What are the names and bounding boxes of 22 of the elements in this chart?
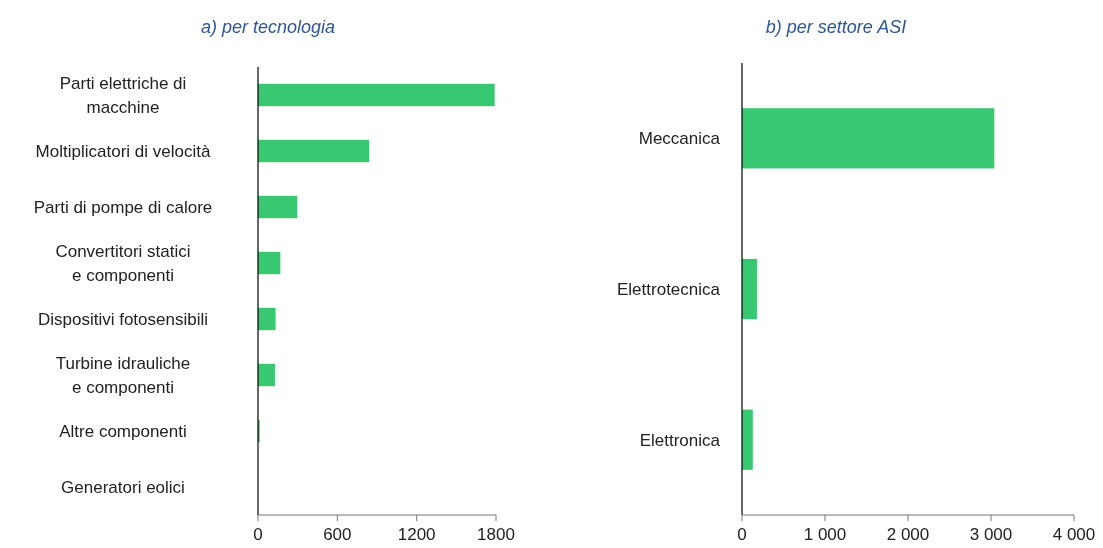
- y-tick-label: Dispositivi fotosensibili: [37, 310, 209, 329]
- x-tick-label: 1 000: [803, 525, 847, 544]
- chart-title: b) per settore ASI: [765, 17, 907, 37]
- x-tick-label: 4 000: [1052, 525, 1096, 544]
- y-tick-label: Elettronica: [639, 430, 721, 450]
- y-tick-label: Elettrotecnica: [617, 280, 721, 299]
- x-tick-label: 0: [253, 525, 263, 544]
- x-tick-label: 3 000: [969, 525, 1013, 544]
- chart-title: a) per tecnologia: [200, 17, 336, 37]
- y-tick-label: Moltiplicatori di velocità: [35, 142, 211, 161]
- y-tick-label: Turbine idrauliche e componenti: [55, 354, 191, 397]
- y-tick-label: Meccanica: [638, 129, 721, 149]
- y-tick-label: Convertitori statici e componenti: [55, 242, 191, 285]
- x-tick-label: 2 000: [886, 525, 930, 544]
- y-tick-label: Generatori eolici: [61, 478, 185, 497]
- y-tick-label: Altre componenti: [59, 422, 187, 441]
- x-tick-label: 0: [737, 525, 747, 544]
- x-tick-label: 600: [323, 525, 352, 544]
- x-tick-label: 1800: [477, 525, 515, 544]
- x-tick-label: 1200: [397, 525, 436, 544]
- y-tick-label: Parti elettriche di macchine: [59, 74, 187, 117]
- y-tick-label: Parti di pompe di calore: [33, 198, 213, 217]
